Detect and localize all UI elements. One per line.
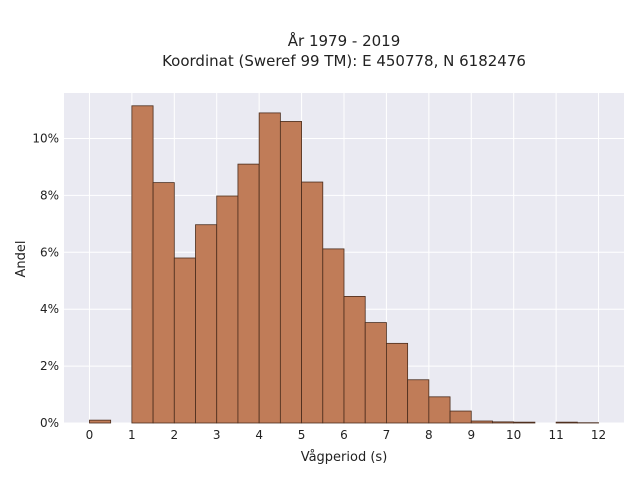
- histogram-bar: [195, 224, 218, 424]
- histogram-bar: [216, 195, 239, 424]
- histogram-bar: [407, 379, 430, 424]
- histogram-bar: [258, 112, 281, 424]
- histogram-bar: [470, 420, 493, 424]
- histogram-bar: [131, 105, 154, 424]
- histogram-bar: [322, 248, 345, 424]
- x-tick-label: 3: [213, 428, 221, 442]
- histogram-bar: [89, 419, 112, 424]
- x-tick-label: 6: [340, 428, 348, 442]
- histogram-bar: [364, 322, 387, 424]
- histogram-bar: [152, 182, 175, 424]
- histogram-bar: [513, 421, 536, 424]
- histogram-bar: [343, 296, 366, 424]
- x-tick-label: 5: [298, 428, 306, 442]
- x-tick-label: 4: [255, 428, 263, 442]
- y-axis-label: Andel: [14, 241, 29, 278]
- y-tick-label: 8%: [40, 188, 59, 202]
- x-tick-label: 12: [591, 428, 606, 442]
- x-tick-label: 8: [425, 428, 433, 442]
- chart-subtitle: Koordinat (Sweref 99 TM): E 450778, N 61…: [162, 52, 526, 70]
- x-tick-label: 1: [128, 428, 136, 442]
- x-tick-label: 11: [548, 428, 563, 442]
- y-tick-label: 2%: [40, 359, 59, 373]
- axis-ticks: 0 1 2 3 4 5 6 7 8 9 10 11 120%2%4%6%8%10%: [32, 132, 606, 442]
- x-axis-label: Vågperiod (s): [301, 450, 388, 465]
- chart-title: År 1979 - 2019: [288, 31, 401, 50]
- x-tick-label: 2: [170, 428, 178, 442]
- histogram-bar: [555, 421, 578, 424]
- x-tick-label: 7: [383, 428, 391, 442]
- y-tick-label: 4%: [40, 302, 59, 316]
- x-tick-label: 0: [86, 428, 94, 442]
- x-tick-label: 9: [467, 428, 475, 442]
- histogram-bar: [449, 410, 472, 424]
- histogram-bar: [386, 342, 409, 424]
- histogram-bar: [428, 396, 451, 424]
- x-tick-label: 10: [506, 428, 521, 442]
- histogram-bar: [173, 257, 196, 424]
- y-tick-label: 0%: [40, 416, 59, 430]
- y-tick-label: 6%: [40, 245, 59, 259]
- histogram-bars: [89, 105, 599, 424]
- y-tick-label: 10%: [32, 132, 59, 146]
- histogram-bar: [237, 163, 260, 424]
- histogram-bar: [301, 181, 324, 424]
- histogram-bar: [279, 121, 302, 424]
- histogram-bar: [492, 421, 515, 424]
